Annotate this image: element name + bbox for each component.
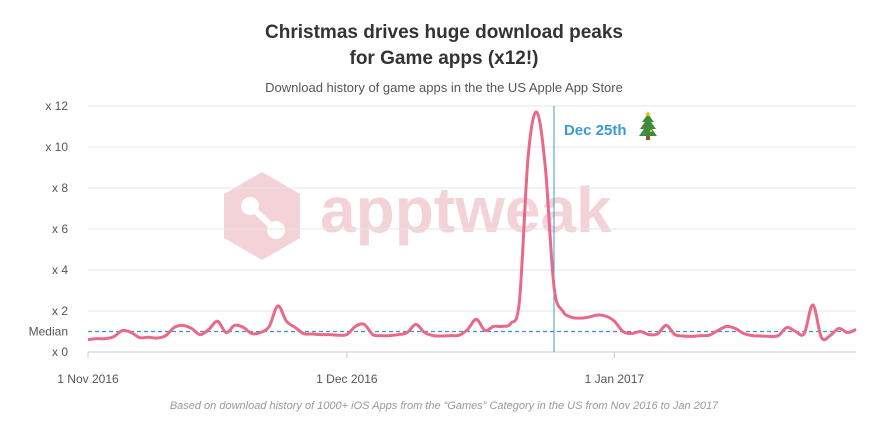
- y-tick-label: x 2: [52, 304, 68, 318]
- x-tick-label: 1 Jan 2017: [585, 372, 645, 386]
- apptweak-logo-icon: [224, 172, 300, 260]
- annotation-label: Dec 25th: [564, 122, 627, 139]
- series-line: [87, 110, 857, 342]
- watermark-text: apptweak: [320, 174, 612, 246]
- y-tick-label: x 12: [45, 99, 68, 113]
- y-tick-label: x 0: [52, 345, 68, 359]
- y-tick-label: Median: [29, 325, 68, 339]
- x-tick-label: 1 Nov 2016: [57, 372, 119, 386]
- christmas-tree-icon: [638, 111, 657, 140]
- y-tick-label: x 8: [52, 181, 68, 195]
- chart-footnote: Based on download history of 1000+ iOS A…: [169, 400, 719, 412]
- y-tick-label: x 4: [52, 263, 68, 277]
- y-tick-label: x 10: [45, 140, 68, 154]
- x-tick-label: 1 Dec 2016: [316, 372, 378, 386]
- y-tick-label: x 6: [52, 222, 68, 236]
- chart-title: Christmas drives huge download peaks for…: [0, 20, 888, 72]
- apptweak-watermark: apptweak: [224, 172, 612, 260]
- chart-title-line-2: for Game apps (x12!): [349, 48, 539, 69]
- chart-subtitle: Download history of game apps in the the…: [265, 80, 623, 95]
- chart-title-line-1: Christmas drives huge download peaks: [265, 22, 623, 43]
